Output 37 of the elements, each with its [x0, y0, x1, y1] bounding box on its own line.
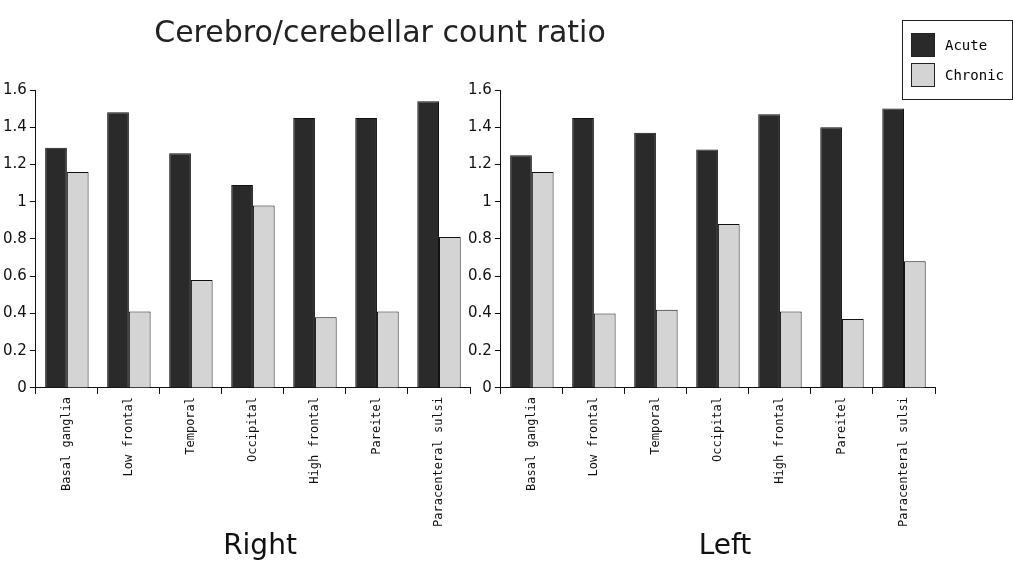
y-tick-label: 0.4 [468, 303, 492, 322]
x-tick-label: Paracenteral sulsi [896, 396, 911, 527]
x-tick-label: Occipital [245, 396, 260, 462]
y-tick-label: 1.6 [3, 79, 27, 98]
x-tick-label: Basal ganglia [58, 396, 73, 491]
chart-title: Cerebro/cerebellar count ratio [153, 14, 607, 49]
x-tick-label: Low frontal [586, 396, 601, 477]
legend-label: Acute [944, 37, 988, 53]
y-tick-label: 1.2 [3, 154, 27, 173]
y-tick-label: 0 [17, 377, 27, 396]
x-tick-label: Occipital [710, 396, 725, 462]
x-tick-label: Pareitel [834, 396, 849, 455]
y-tick-label: 1 [17, 191, 27, 210]
y-tick-label: 1.6 [468, 79, 492, 98]
y-tick-label: 0.8 [3, 228, 27, 247]
y-tick-label: 1.4 [3, 117, 27, 136]
x-tick-label: Pareitel [369, 396, 384, 455]
x-tick-label: High frontal [307, 396, 322, 484]
x-tick-label: Low frontal [121, 396, 136, 477]
x-axis-title: Left [697, 528, 753, 561]
x-tick-label: Temporal [648, 396, 663, 455]
y-tick-label: 0.8 [468, 228, 492, 247]
y-tick-label: 1.2 [468, 154, 492, 173]
y-tick-label: 0.6 [468, 266, 492, 285]
x-tick-label: Temporal [183, 396, 198, 455]
x-tick-label: Paracenteral sulsi [431, 396, 446, 527]
y-tick-label: 0.6 [3, 266, 27, 285]
x-axis-title: Right [222, 528, 298, 561]
y-tick-label: 0.2 [3, 340, 27, 359]
x-tick-label: Basal ganglia [523, 396, 538, 491]
y-tick-label: 0 [482, 377, 492, 396]
y-tick-label: 1 [482, 191, 492, 210]
y-tick-label: 1.4 [468, 117, 492, 136]
x-tick-label: High frontal [772, 396, 787, 484]
y-tick-label: 0.4 [3, 303, 27, 322]
legend-label: Chronic [944, 67, 1004, 83]
y-tick-label: 0.2 [468, 340, 492, 359]
